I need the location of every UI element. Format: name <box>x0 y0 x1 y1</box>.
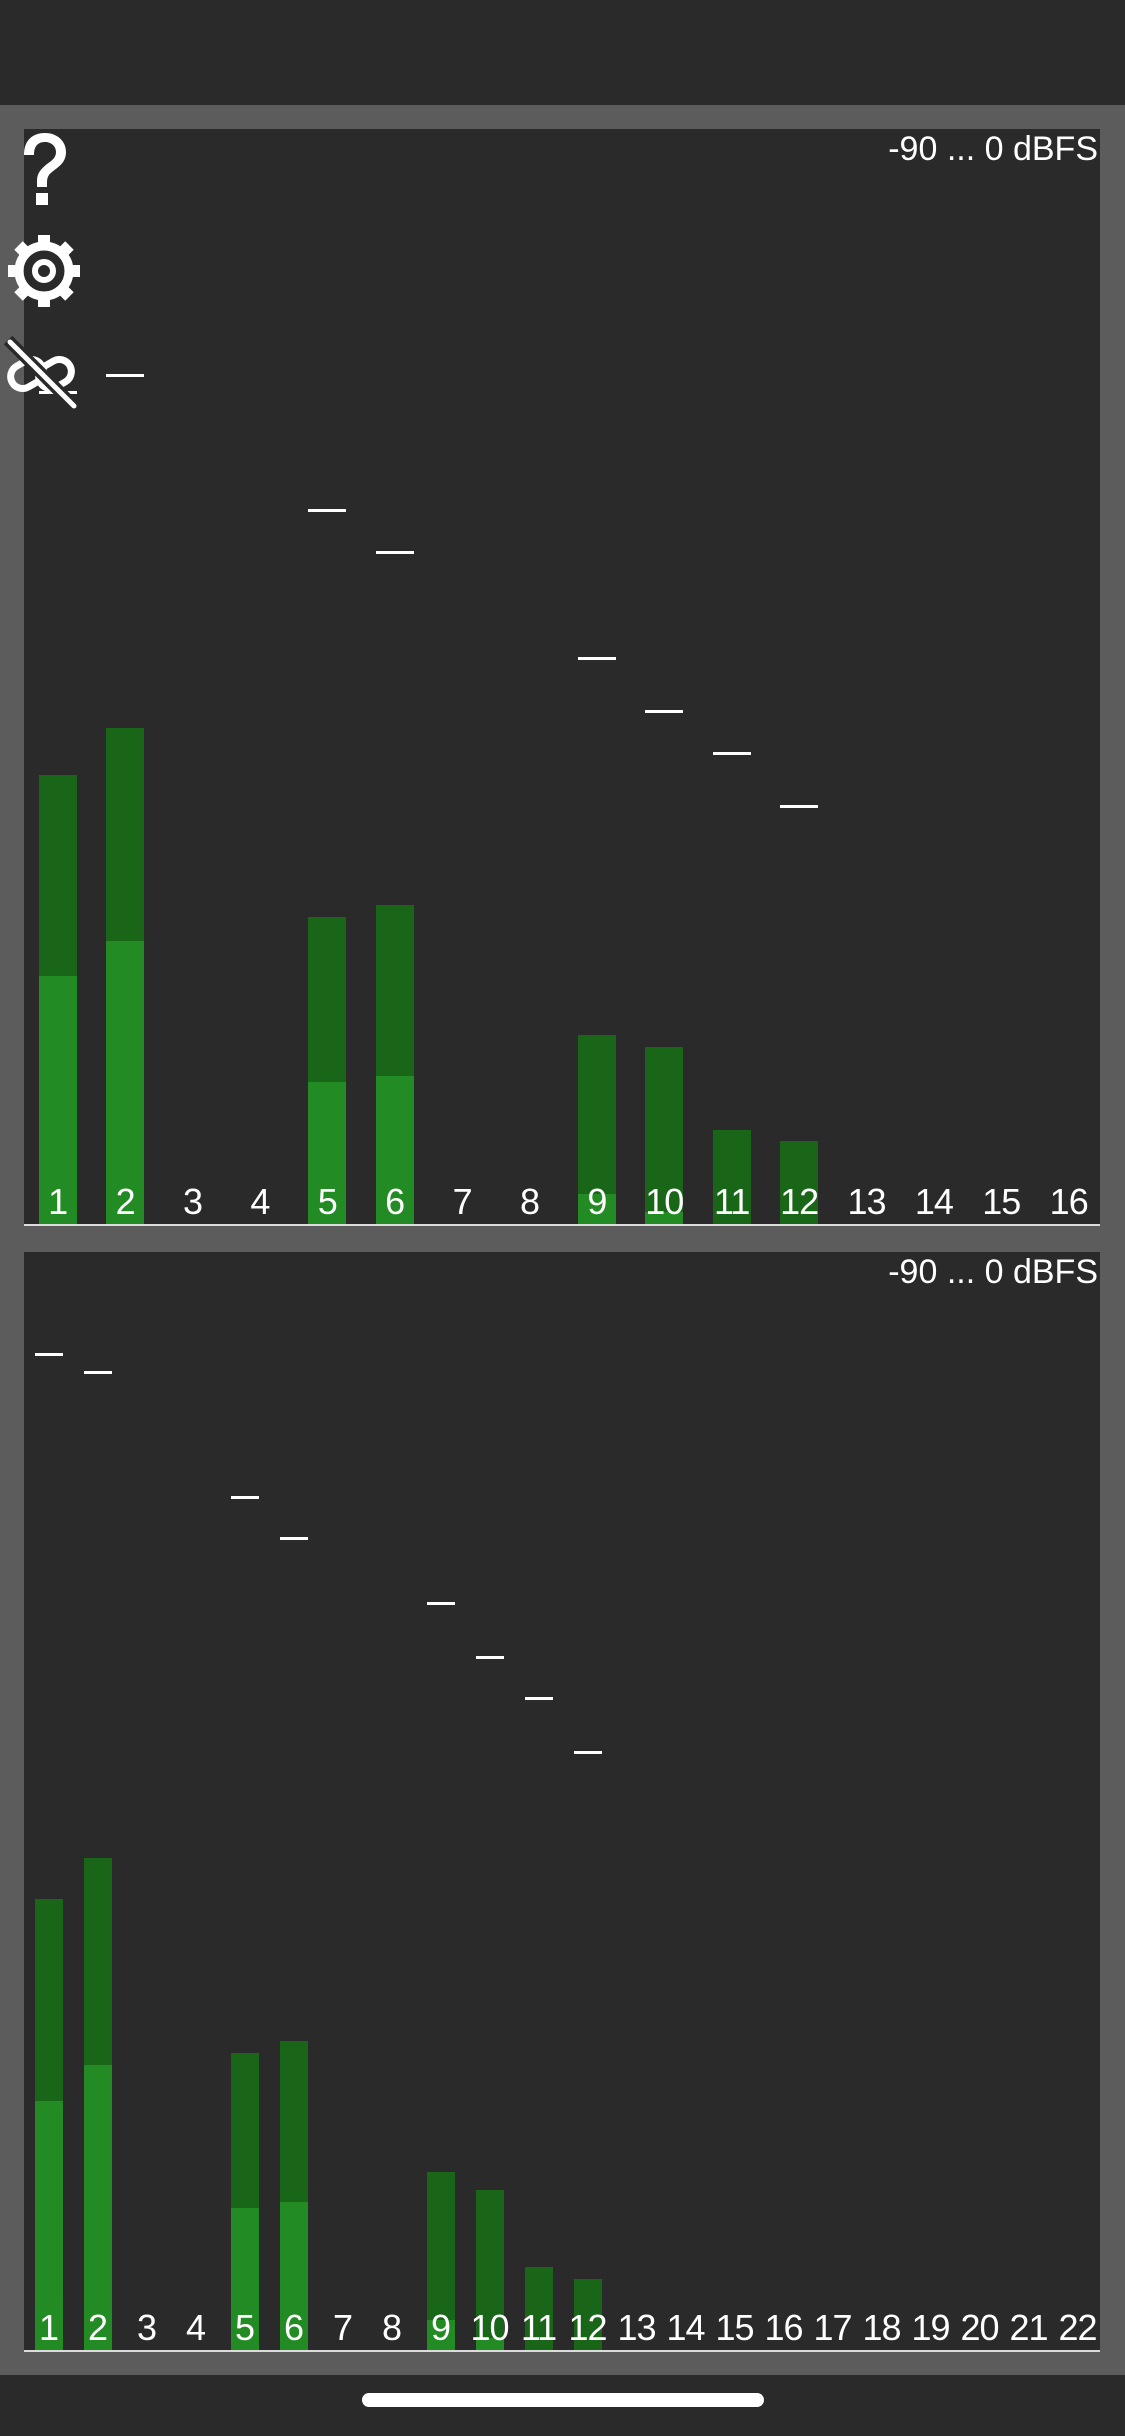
channel-label-19: 19 <box>911 2307 950 2348</box>
channel-label-14: 14 <box>914 1181 954 1222</box>
channel-label-1: 1 <box>48 1181 68 1222</box>
peak-bar-10 <box>645 1046 684 1224</box>
range-label: -90 ... 0 dBFS <box>888 1253 1098 1291</box>
peak-hold-marker-5 <box>308 509 347 513</box>
channel-label-7: 7 <box>332 2307 353 2348</box>
channel-label-6: 6 <box>283 2307 304 2348</box>
channel-label-10: 10 <box>645 1181 684 1222</box>
peak-hold-marker-6 <box>375 550 414 554</box>
peak-hold-marker-9 <box>426 1602 455 1606</box>
rms-bar-9 <box>426 2320 455 2350</box>
peak-hold-marker-12 <box>780 804 819 808</box>
home-indicator <box>362 2393 764 2407</box>
channel-label-20: 20 <box>960 2307 999 2348</box>
peak-bar-11 <box>524 2266 553 2350</box>
channel-label-8: 8 <box>519 1181 540 1222</box>
channel-label-21: 21 <box>1009 2307 1048 2348</box>
rms-bar-5 <box>230 2207 259 2350</box>
baseline <box>24 1224 1100 1226</box>
channel-label-5: 5 <box>317 1181 338 1222</box>
unlink-button[interactable] <box>0 334 82 416</box>
channel-label-14: 14 <box>666 2307 705 2348</box>
help-button[interactable] <box>0 125 82 207</box>
meter-panel-bottom: -90 ... 0 dBFS 1 2 3 4 5 6 7 8 9 10 11 12 13 14 15 16 17… <box>24 1252 1100 2352</box>
channel-label-15: 15 <box>982 1181 1021 1222</box>
gear-icon <box>8 235 80 307</box>
rms-bar-1 <box>34 2100 63 2350</box>
channel-label-15: 15 <box>715 2307 754 2348</box>
channel-label-4: 4 <box>250 1181 270 1222</box>
channel-label-2: 2 <box>87 2307 108 2348</box>
channel-label-3: 3 <box>182 1181 203 1222</box>
peak-hold-marker-12 <box>573 1750 602 1754</box>
peak-hold-marker-5 <box>230 1495 259 1499</box>
channel-label-13: 13 <box>847 1181 886 1222</box>
peak-bar-12 <box>573 2278 602 2350</box>
peak-hold-marker-2 <box>106 373 145 377</box>
rms-bar-10 <box>645 1212 684 1224</box>
range-label: -90 ... 0 dBFS <box>888 130 1098 168</box>
channel-label-10: 10 <box>470 2307 509 2348</box>
rms-bar-2 <box>106 940 145 1224</box>
channel-label-12: 12 <box>568 2307 607 2348</box>
peak-bar-12 <box>780 1141 819 1224</box>
channel-label-5: 5 <box>234 2307 255 2348</box>
meter-panel-top: -90 ... 0 dBFS 1 2 3 4 5 6 7 8 9 10 11 12 13 14 15 16 <box>24 129 1100 1226</box>
channel-label-9: 9 <box>430 2307 451 2348</box>
peak-bar-11 <box>712 1129 751 1224</box>
peak-hold-marker-10 <box>475 1655 504 1659</box>
link-off-icon <box>3 335 81 413</box>
peak-hold-marker-6 <box>279 1537 308 1541</box>
settings-button[interactable] <box>0 230 82 312</box>
channel-label-16: 16 <box>764 2307 803 2348</box>
peak-hold-marker-1 <box>34 1353 63 1357</box>
rms-bar-5 <box>308 1082 347 1224</box>
question-mark-icon <box>24 133 66 205</box>
channel-label-4: 4 <box>185 2307 206 2348</box>
peak-hold-marker-11 <box>524 1697 553 1701</box>
rms-bar-2 <box>83 2065 112 2350</box>
channel-label-7: 7 <box>452 1181 473 1222</box>
rms-bar-10 <box>475 2338 504 2350</box>
rms-bar-9 <box>577 1194 616 1224</box>
channel-label-22: 22 <box>1058 2307 1097 2348</box>
peak-bar-10 <box>475 2189 504 2350</box>
peak-hold-marker-10 <box>645 710 684 714</box>
channel-label-2: 2 <box>115 1181 136 1222</box>
channel-label-11: 11 <box>520 2307 557 2348</box>
rms-bar-6 <box>279 2201 308 2350</box>
channel-label-9: 9 <box>587 1181 607 1222</box>
peak-hold-marker-9 <box>577 657 616 661</box>
channel-label-6: 6 <box>385 1181 405 1222</box>
baseline <box>24 2350 1100 2352</box>
channel-label-8: 8 <box>381 2307 402 2348</box>
channel-label-16: 16 <box>1049 1181 1089 1222</box>
peak-hold-marker-2 <box>83 1371 112 1374</box>
channel-label-12: 12 <box>780 1181 819 1222</box>
rms-bar-6 <box>375 1076 414 1224</box>
channel-label-13: 13 <box>617 2307 656 2348</box>
rms-bar-1 <box>38 975 77 1224</box>
peak-bar-9 <box>577 1035 616 1224</box>
channel-label-11: 11 <box>714 1181 750 1222</box>
channel-label-18: 18 <box>862 2307 901 2348</box>
peak-hold-marker-11 <box>712 751 751 755</box>
channel-label-17: 17 <box>813 2307 852 2348</box>
channel-label-3: 3 <box>136 2307 157 2348</box>
channel-label-1: 1 <box>38 2307 59 2348</box>
